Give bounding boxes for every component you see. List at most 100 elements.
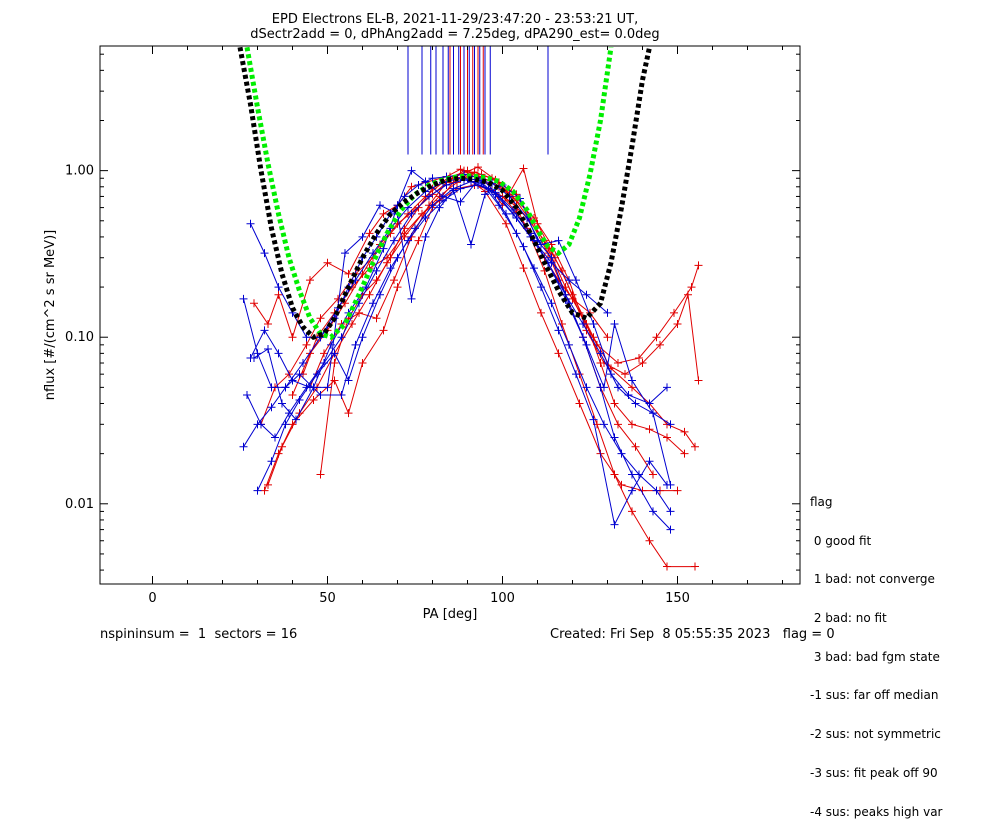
data-point bbox=[621, 370, 629, 379]
data-point bbox=[467, 240, 475, 249]
y-tick-label: 0.01 bbox=[65, 497, 94, 512]
data-point bbox=[554, 349, 563, 358]
data-point bbox=[502, 219, 510, 228]
data-point bbox=[421, 177, 430, 186]
data-point bbox=[309, 383, 318, 392]
data-point bbox=[372, 314, 381, 323]
data-point bbox=[572, 276, 580, 285]
data-point bbox=[295, 370, 304, 379]
data-point bbox=[565, 340, 573, 349]
data-point bbox=[281, 420, 290, 429]
data-point bbox=[673, 486, 682, 495]
fit-curve bbox=[237, 46, 652, 341]
footer-sector-info: nspininsum = 1 sectors = 16 bbox=[100, 627, 298, 642]
data-point bbox=[652, 333, 661, 342]
data-point bbox=[495, 201, 503, 210]
data-point bbox=[614, 383, 622, 392]
data-point bbox=[649, 470, 657, 479]
series-line bbox=[243, 177, 671, 425]
legend-entry: -2 sus: not symmetric bbox=[810, 727, 941, 742]
y-tick-label: 1.00 bbox=[65, 164, 94, 179]
data-point bbox=[271, 433, 279, 442]
data-point bbox=[239, 294, 248, 303]
data-point bbox=[288, 420, 297, 429]
footer-created-info: Created: Fri Sep 8 05:55:35 2023 flag = … bbox=[550, 627, 835, 642]
data-point bbox=[474, 163, 482, 172]
data-point bbox=[537, 283, 545, 292]
data-point bbox=[694, 376, 703, 385]
data-point bbox=[572, 370, 580, 379]
series-line bbox=[320, 176, 678, 492]
data-point bbox=[355, 308, 363, 317]
data-point bbox=[519, 264, 528, 273]
data-point bbox=[694, 261, 703, 270]
data-point bbox=[274, 349, 283, 358]
data-point bbox=[670, 308, 678, 317]
data-point bbox=[628, 376, 636, 385]
data-point bbox=[372, 276, 381, 285]
data-point bbox=[673, 320, 682, 329]
data-point bbox=[316, 470, 325, 479]
x-axis-label: PA [deg] bbox=[423, 607, 478, 622]
data-point bbox=[519, 242, 528, 251]
data-point bbox=[379, 326, 388, 335]
data-point bbox=[264, 320, 272, 329]
data-point bbox=[393, 283, 402, 292]
data-point bbox=[628, 470, 636, 479]
data-point bbox=[327, 340, 335, 349]
data-point bbox=[369, 249, 377, 258]
data-point bbox=[589, 320, 598, 329]
series-line bbox=[243, 184, 671, 530]
data-point bbox=[425, 192, 433, 201]
data-point bbox=[246, 219, 255, 228]
data-point bbox=[491, 188, 500, 197]
data-point bbox=[635, 354, 643, 363]
data-point bbox=[313, 370, 321, 379]
data-point bbox=[582, 340, 591, 349]
data-point bbox=[278, 399, 286, 408]
data-point bbox=[316, 314, 325, 323]
data-point bbox=[547, 299, 556, 308]
data-point bbox=[645, 399, 654, 408]
data-point bbox=[666, 507, 675, 516]
data-point bbox=[267, 457, 276, 466]
data-point bbox=[260, 326, 269, 335]
data-point bbox=[610, 433, 619, 442]
data-point bbox=[509, 206, 517, 215]
series-line bbox=[267, 171, 695, 568]
data-point bbox=[575, 399, 584, 408]
data-point bbox=[547, 253, 556, 262]
data-point bbox=[295, 395, 304, 404]
data-point bbox=[274, 290, 283, 299]
legend-entry: -1 sus: far off median bbox=[810, 688, 939, 703]
data-point bbox=[288, 390, 297, 399]
data-point bbox=[376, 290, 384, 299]
data-point bbox=[628, 420, 636, 429]
data-point bbox=[365, 229, 374, 238]
data-point bbox=[341, 249, 349, 258]
data-point bbox=[253, 486, 262, 495]
data-point bbox=[684, 290, 692, 299]
data-point bbox=[274, 449, 283, 458]
data-point bbox=[379, 209, 388, 218]
legend-entry: 0 good fit bbox=[810, 533, 872, 548]
data-point bbox=[369, 299, 377, 308]
data-point bbox=[407, 182, 416, 191]
series-line bbox=[260, 166, 654, 475]
data-point bbox=[519, 164, 528, 173]
chart-canvas: EPD Electrons EL-B, 2021-11-29/23:47:20 … bbox=[43, 12, 801, 622]
data-point bbox=[323, 258, 332, 267]
data-point bbox=[610, 320, 619, 329]
data-point bbox=[610, 520, 619, 529]
plot-frame bbox=[99, 45, 801, 585]
y-tick-label: 0.10 bbox=[65, 330, 94, 345]
data-point bbox=[365, 290, 374, 299]
data-point bbox=[680, 449, 689, 458]
data-point bbox=[579, 320, 587, 329]
data-point bbox=[502, 209, 510, 218]
data-point bbox=[691, 562, 699, 571]
data-point bbox=[610, 399, 619, 408]
data-point bbox=[558, 320, 566, 329]
series-line bbox=[257, 180, 668, 527]
data-point bbox=[414, 180, 423, 189]
